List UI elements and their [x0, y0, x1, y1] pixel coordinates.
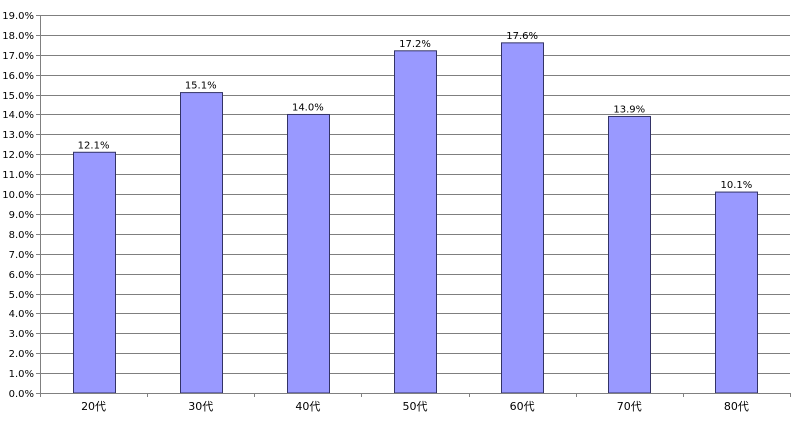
- y-tick-label: 17.0%: [2, 51, 34, 62]
- y-tick-label: 16.0%: [2, 71, 34, 82]
- data-label: 10.1%: [721, 180, 753, 191]
- bar: [73, 151, 116, 394]
- x-tick-label: 60代: [510, 400, 535, 413]
- bar: [715, 191, 758, 394]
- y-tick-label: 9.0%: [9, 210, 34, 221]
- y-tick-label: 8.0%: [9, 230, 34, 241]
- y-tick-label: 10.0%: [2, 190, 34, 201]
- x-tick-label: 30代: [188, 400, 213, 413]
- bar: [608, 115, 651, 394]
- axis-layer: [36, 15, 791, 397]
- x-tick-label: 50代: [403, 400, 428, 413]
- x-tick-label: 70代: [617, 400, 642, 413]
- y-tick-label: 5.0%: [9, 290, 34, 301]
- x-tick-label: 40代: [295, 400, 320, 413]
- data-label: 14.0%: [292, 102, 324, 113]
- y-tick-label: 4.0%: [9, 309, 34, 320]
- data-label: 17.6%: [506, 31, 538, 42]
- bar: [394, 50, 437, 394]
- y-tick-label: 7.0%: [9, 250, 34, 261]
- x-tick-label: 20代: [81, 400, 106, 413]
- label-layer: 0.0% 1.0% 2.0% 3.0% 4.0% 5.0% 6.0% 7.0% 8.0% 9.0%…: [2, 11, 752, 413]
- bar: [287, 113, 330, 394]
- y-tick-label: 0.0%: [9, 389, 34, 400]
- y-tick-label: 11.0%: [2, 170, 34, 181]
- data-label: 13.9%: [613, 104, 645, 115]
- y-tick-label: 14.0%: [2, 110, 34, 121]
- y-tick-label: 19.0%: [2, 11, 34, 22]
- x-tick-label: 80代: [724, 400, 749, 413]
- y-tick-label: 12.0%: [2, 150, 34, 161]
- y-tick-label: 1.0%: [9, 369, 34, 380]
- data-label: 12.1%: [78, 140, 110, 151]
- data-label: 17.2%: [399, 39, 431, 50]
- bar-layer: [73, 42, 758, 394]
- y-tick-label: 15.0%: [2, 91, 34, 102]
- y-tick-label: 3.0%: [9, 329, 34, 340]
- y-tick-label: 18.0%: [2, 31, 34, 42]
- y-tick-label: 13.0%: [2, 130, 34, 141]
- bar: [501, 42, 544, 394]
- y-tick-label: 6.0%: [9, 270, 34, 281]
- y-tick-label: 2.0%: [9, 349, 34, 360]
- data-label: 15.1%: [185, 81, 217, 92]
- bar: [180, 92, 223, 394]
